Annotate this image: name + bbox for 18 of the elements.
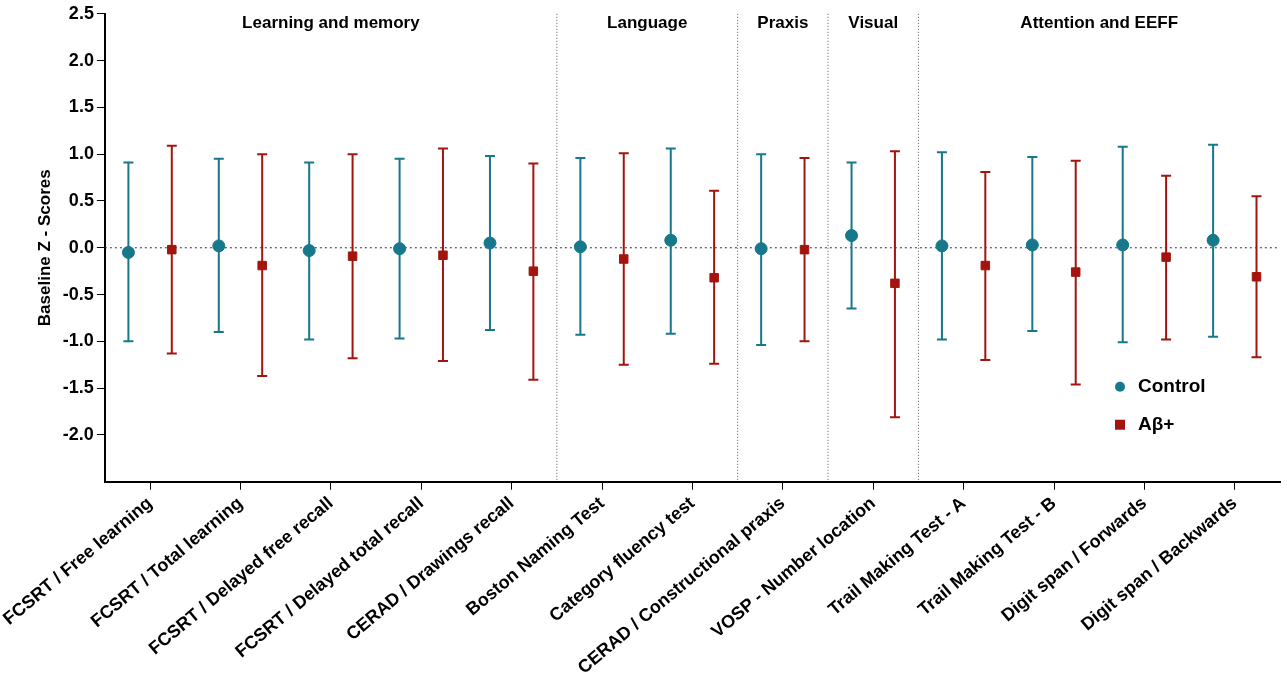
y-axis-title: Baseline Z - Scores (35, 169, 55, 327)
legend-label: Control (1138, 374, 1206, 396)
y-tick-label: 1.0 (68, 143, 94, 164)
y-tick-label: 0.0 (68, 236, 94, 257)
y-tick-label: 1.5 (68, 96, 94, 117)
y-tick-label: -2.0 (62, 423, 94, 444)
y-tick-label: 2.5 (68, 2, 94, 23)
annotation: Language (607, 13, 688, 33)
annotation: Attention and EEFF (1020, 13, 1179, 33)
y-tick-label: 2.0 (68, 49, 94, 70)
annotation: Visual (848, 13, 899, 33)
y-tick-label: -1.5 (62, 377, 94, 398)
legend-label: Aβ+ (1138, 412, 1175, 434)
y-tick-label: -0.5 (62, 283, 94, 304)
annotation: Learning and memory (242, 13, 421, 33)
y-tick-label: 0.5 (68, 189, 94, 210)
annotation: Praxis (757, 13, 809, 33)
y-tick-label: -1.0 (62, 330, 94, 351)
